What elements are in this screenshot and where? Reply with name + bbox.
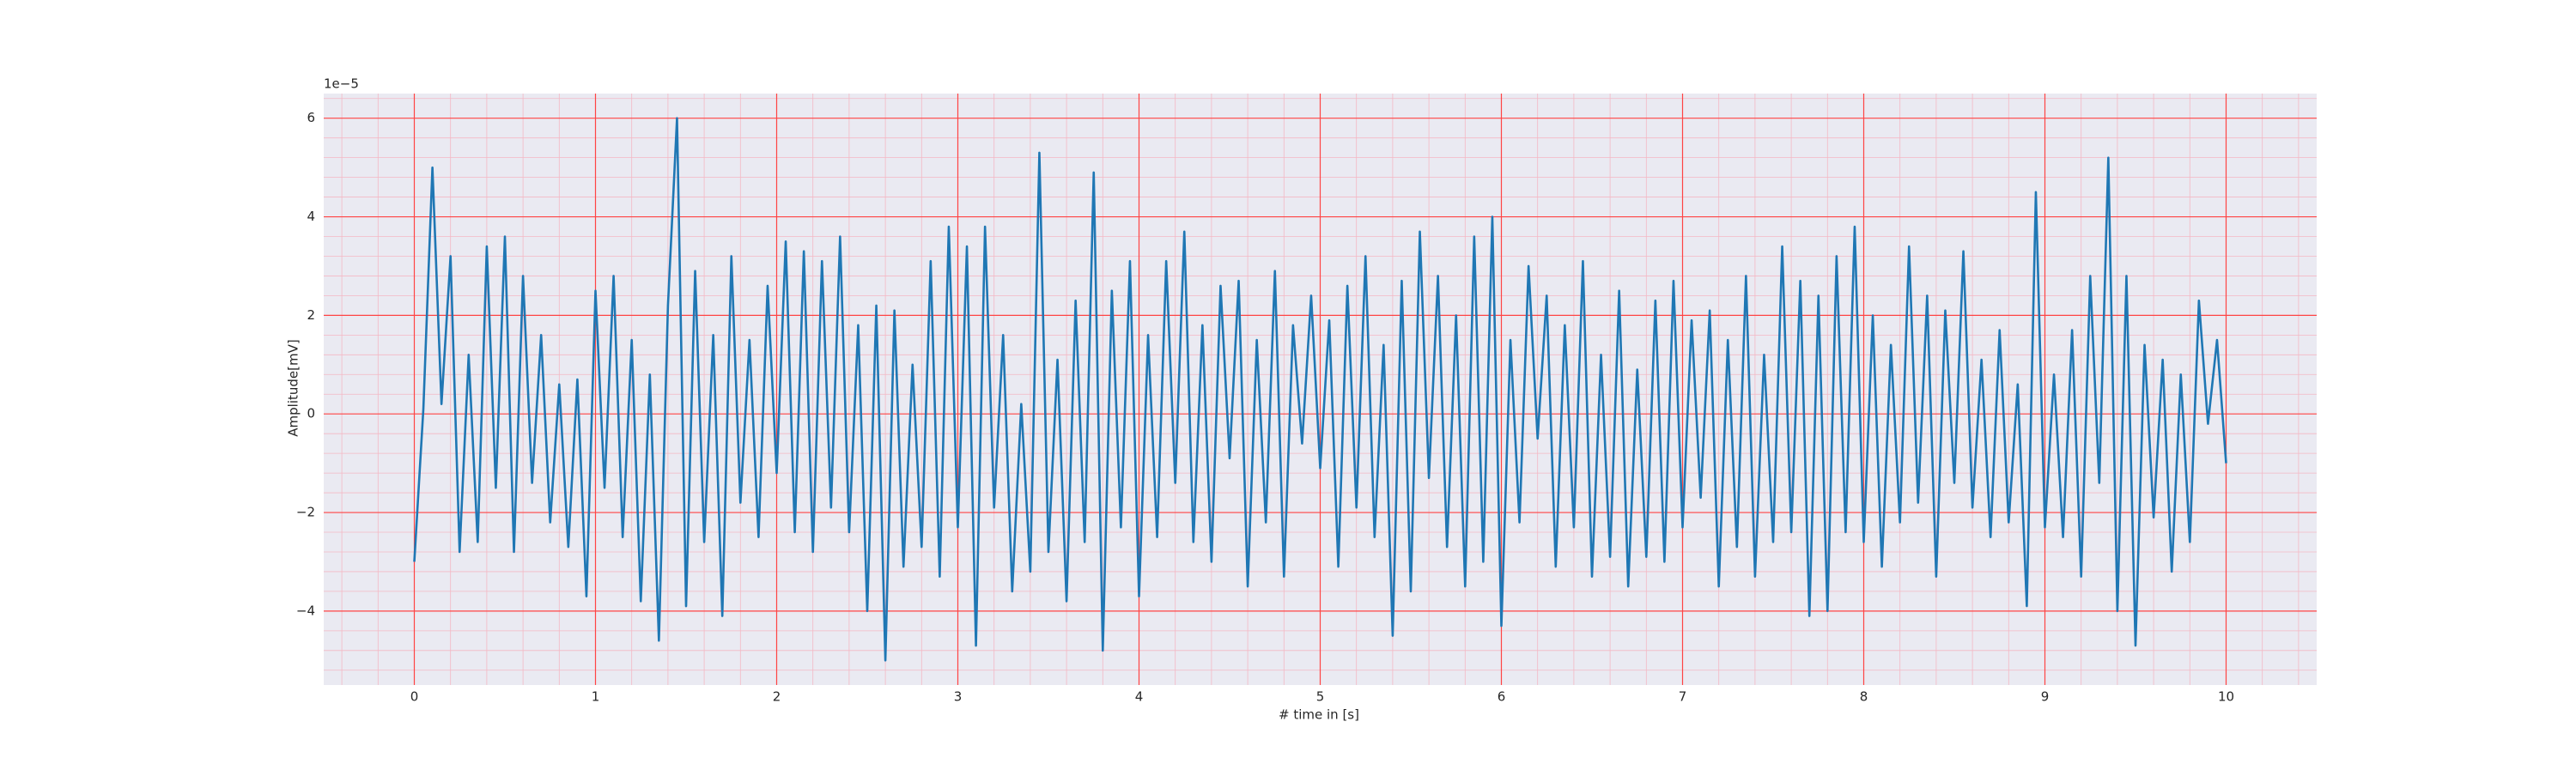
y-axis-label: Amplitude[mV] xyxy=(286,339,301,436)
x-tick-label: 7 xyxy=(1679,689,1687,705)
x-tick-label: 3 xyxy=(954,689,963,705)
y-tick-label: 6 xyxy=(307,110,315,125)
x-tick-label: 2 xyxy=(773,689,781,705)
y-tick-label: 4 xyxy=(307,209,315,224)
x-tick-label: 4 xyxy=(1135,689,1144,705)
y-tick-label: −2 xyxy=(296,505,315,520)
x-tick-label: 0 xyxy=(410,689,419,705)
x-tick-label: 10 xyxy=(2218,689,2234,705)
signal-line xyxy=(413,117,2227,662)
y-tick-label: −4 xyxy=(296,603,315,618)
y-tick-label: 2 xyxy=(307,307,315,323)
x-tick-label: 6 xyxy=(1498,689,1506,705)
x-tick-label: 1 xyxy=(592,689,600,705)
y-offset-label: 1e−5 xyxy=(324,76,359,92)
x-tick-label: 8 xyxy=(1860,689,1868,705)
x-axis-label: # time in [s] xyxy=(1279,707,1359,723)
x-tick-label: 5 xyxy=(1316,689,1325,705)
x-tick-label: 9 xyxy=(2041,689,2050,705)
y-tick-label: 0 xyxy=(307,406,315,421)
